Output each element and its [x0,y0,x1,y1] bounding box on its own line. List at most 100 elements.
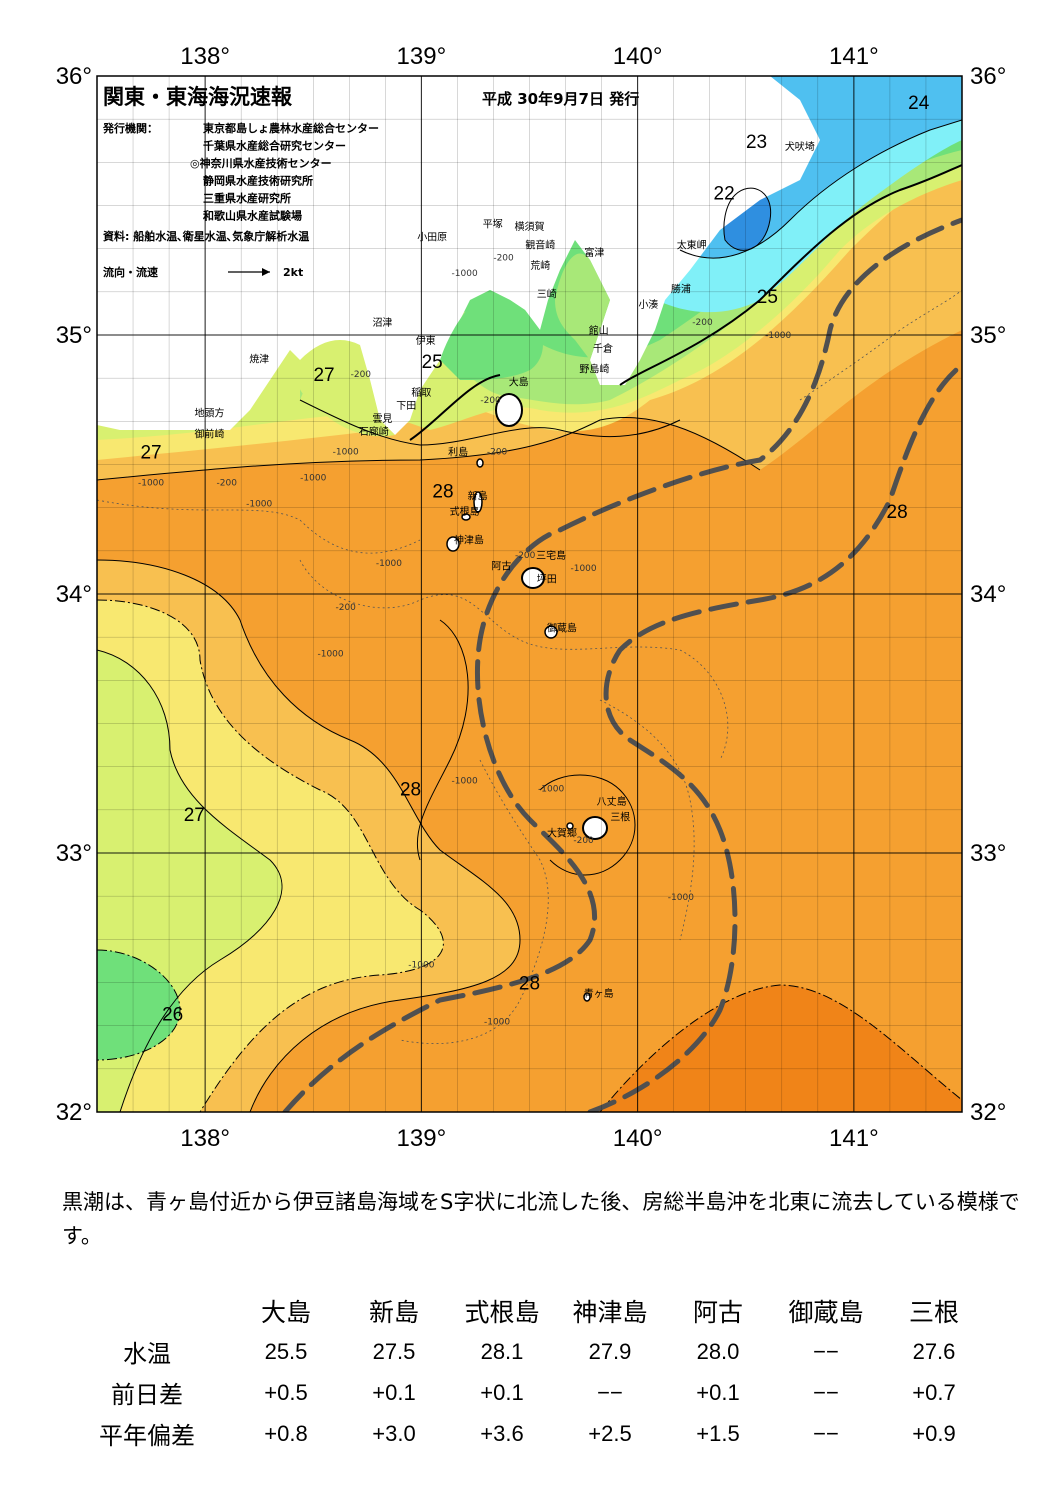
table-cell: +0.1 [480,1379,524,1405]
table-cell: +0.8 [264,1420,308,1446]
depth-contour-label: -200 [493,253,514,263]
longitude-labels-top: 138° 139° 140° 141° [180,43,878,70]
flow-legend-label: 流向・流速 [103,265,158,279]
station-header: 御蔵島 [788,1297,864,1327]
table-cell: +0.9 [912,1420,956,1446]
station-header: 神津島 [572,1297,648,1327]
station-header: 新島 [368,1297,419,1327]
bathymetry-lines [97,289,962,1045]
suruga-bay [296,340,395,437]
latitude-tick-label: 32° [970,1099,1006,1126]
issuer-label: 発行機関： [102,121,158,135]
data-sources: 資料: 船舶水温､衛星水温､気象庁解析水温 [103,229,309,243]
isotherm-label: 28 [519,974,540,995]
island-toshima [476,458,484,468]
isotherm-label: 27 [140,443,161,464]
isotherm-label: 25 [757,287,778,308]
place-name: 焼津 [249,353,269,365]
place-name: 坪田 [537,572,557,585]
isotherm-label: 27 [313,365,334,386]
current-summary: 黒潮は、青ヶ島付近から伊豆諸島海域をS字状に北流した後、房総半島沖を北東に流去し… [62,1190,1020,1248]
depth-contour-label: -1000 [570,564,596,574]
table-row: 平年偏差 +0.8 +3.0 +3.6 +2.5 +1.5 −− +0.9 [62,1413,988,1454]
latitude-tick-label: 33° [970,840,1006,867]
depth-contour-label: -200 [515,551,536,561]
place-name: 三宅島 [536,549,566,562]
depth-contour-label: -1000 [452,269,478,279]
table-cell: −− [813,1338,839,1364]
place-name: 阿古 [491,560,511,573]
table-cell: +3.6 [480,1420,524,1446]
isotherm-label: 28 [432,481,453,502]
isotherm-label: 22 [714,184,735,205]
place-name: 荒崎 [530,259,550,272]
island-miyakejima [521,567,545,589]
isotherm-label: 26 [162,1005,183,1026]
table-cell: +0.5 [264,1379,308,1405]
land-honshu [97,76,820,435]
place-name: 館山 [589,324,609,337]
place-name: 小湊 [638,298,658,311]
map-canvas: 138° 139° 140° 141° 138° 139° 140° 141° 36° 35°… [56,43,1007,1150]
longitude-tick-label: 138° [180,1125,230,1150]
longitude-tick-label: 139° [397,1125,447,1150]
sst-25-zone-west [97,950,180,1060]
table-header-row: 大島 新島 式根島 神津島 阿古 御蔵島 三根 [62,1290,988,1331]
depth-contour-label: -200 [692,318,713,328]
table-corner [62,1290,232,1331]
island-mikurajima [544,625,558,639]
place-name: 御蔵島 [547,622,577,635]
place-name: 小田原 [417,232,447,244]
place-name: 伊東 [416,334,436,347]
table-cell: +0.7 [912,1379,956,1405]
place-name: 大賀郷 [547,826,577,839]
place-name: 青ヶ島 [584,987,614,1000]
place-name: 横須賀 [515,220,545,233]
table-cell: 28.1 [480,1338,524,1364]
observation-table: 大島 新島 式根島 神津島 阿古 御蔵島 三根 水温 25.5 27.5 28.1 27.9 28.0… [62,1290,988,1454]
table-cell: +3.0 [372,1420,416,1446]
place-name: 石廊崎 [359,425,389,438]
tokyo-bay [555,253,610,360]
isotherm-label: 28 [887,502,908,523]
place-name: 犬吠埼 [785,140,815,153]
place-name: 富津 [584,246,604,259]
depth-contour-label: -200 [335,603,356,613]
place-name: 式根島 [450,505,480,518]
isotherm-label: 25 [422,352,443,373]
map-frame [96,75,963,1113]
table-cell: 27.6 [912,1338,956,1364]
table-cell: +0.1 [372,1379,416,1405]
latitude-tick-label: 35° [56,322,92,349]
table-row: 水温 25.5 27.5 28.1 27.9 28.0 −− 27.6 [62,1331,988,1372]
station-header: 阿古 [692,1297,743,1327]
depth-contour-label: -1000 [138,479,164,489]
depth-contour-label: -1000 [484,1017,510,1027]
island-aogashima [583,992,591,1002]
station-header: 大島 [260,1297,311,1327]
depth-labels: -1000 -200 -1000 -1000 -1000 -200 -1000 -1000 -1… [138,253,792,1027]
depth-contour-label: -1000 [300,473,326,483]
place-name: 三根 [610,811,630,824]
row-label: 平年偏差 [99,1422,195,1450]
table-row: 前日差 +0.5 +0.1 +0.1 −− +0.1 −− +0.7 [62,1372,988,1413]
longitude-tick-label: 138° [180,43,230,70]
depth-contour-label: -1000 [246,499,272,509]
island-niijima [473,491,483,513]
depth-contour-label: -200 [573,836,594,846]
longitude-tick-label: 139° [397,43,447,70]
place-name: 沼津 [372,316,392,329]
row-label: 水温 [123,1340,171,1368]
place-name: 下田 [396,401,416,412]
place-name: 雲見 [372,413,392,425]
row-label: 前日差 [111,1381,183,1409]
isotherm-label: 27 [184,805,205,826]
latitude-labels-right: 36° 35° 34° 33° 32° [970,63,1006,1126]
place-name: 観音崎 [525,238,555,251]
place-name: 千倉 [593,342,613,355]
isotherm-label: 28 [400,779,421,800]
place-name: 御前崎 [194,427,224,440]
place-name: 新島 [468,490,488,503]
